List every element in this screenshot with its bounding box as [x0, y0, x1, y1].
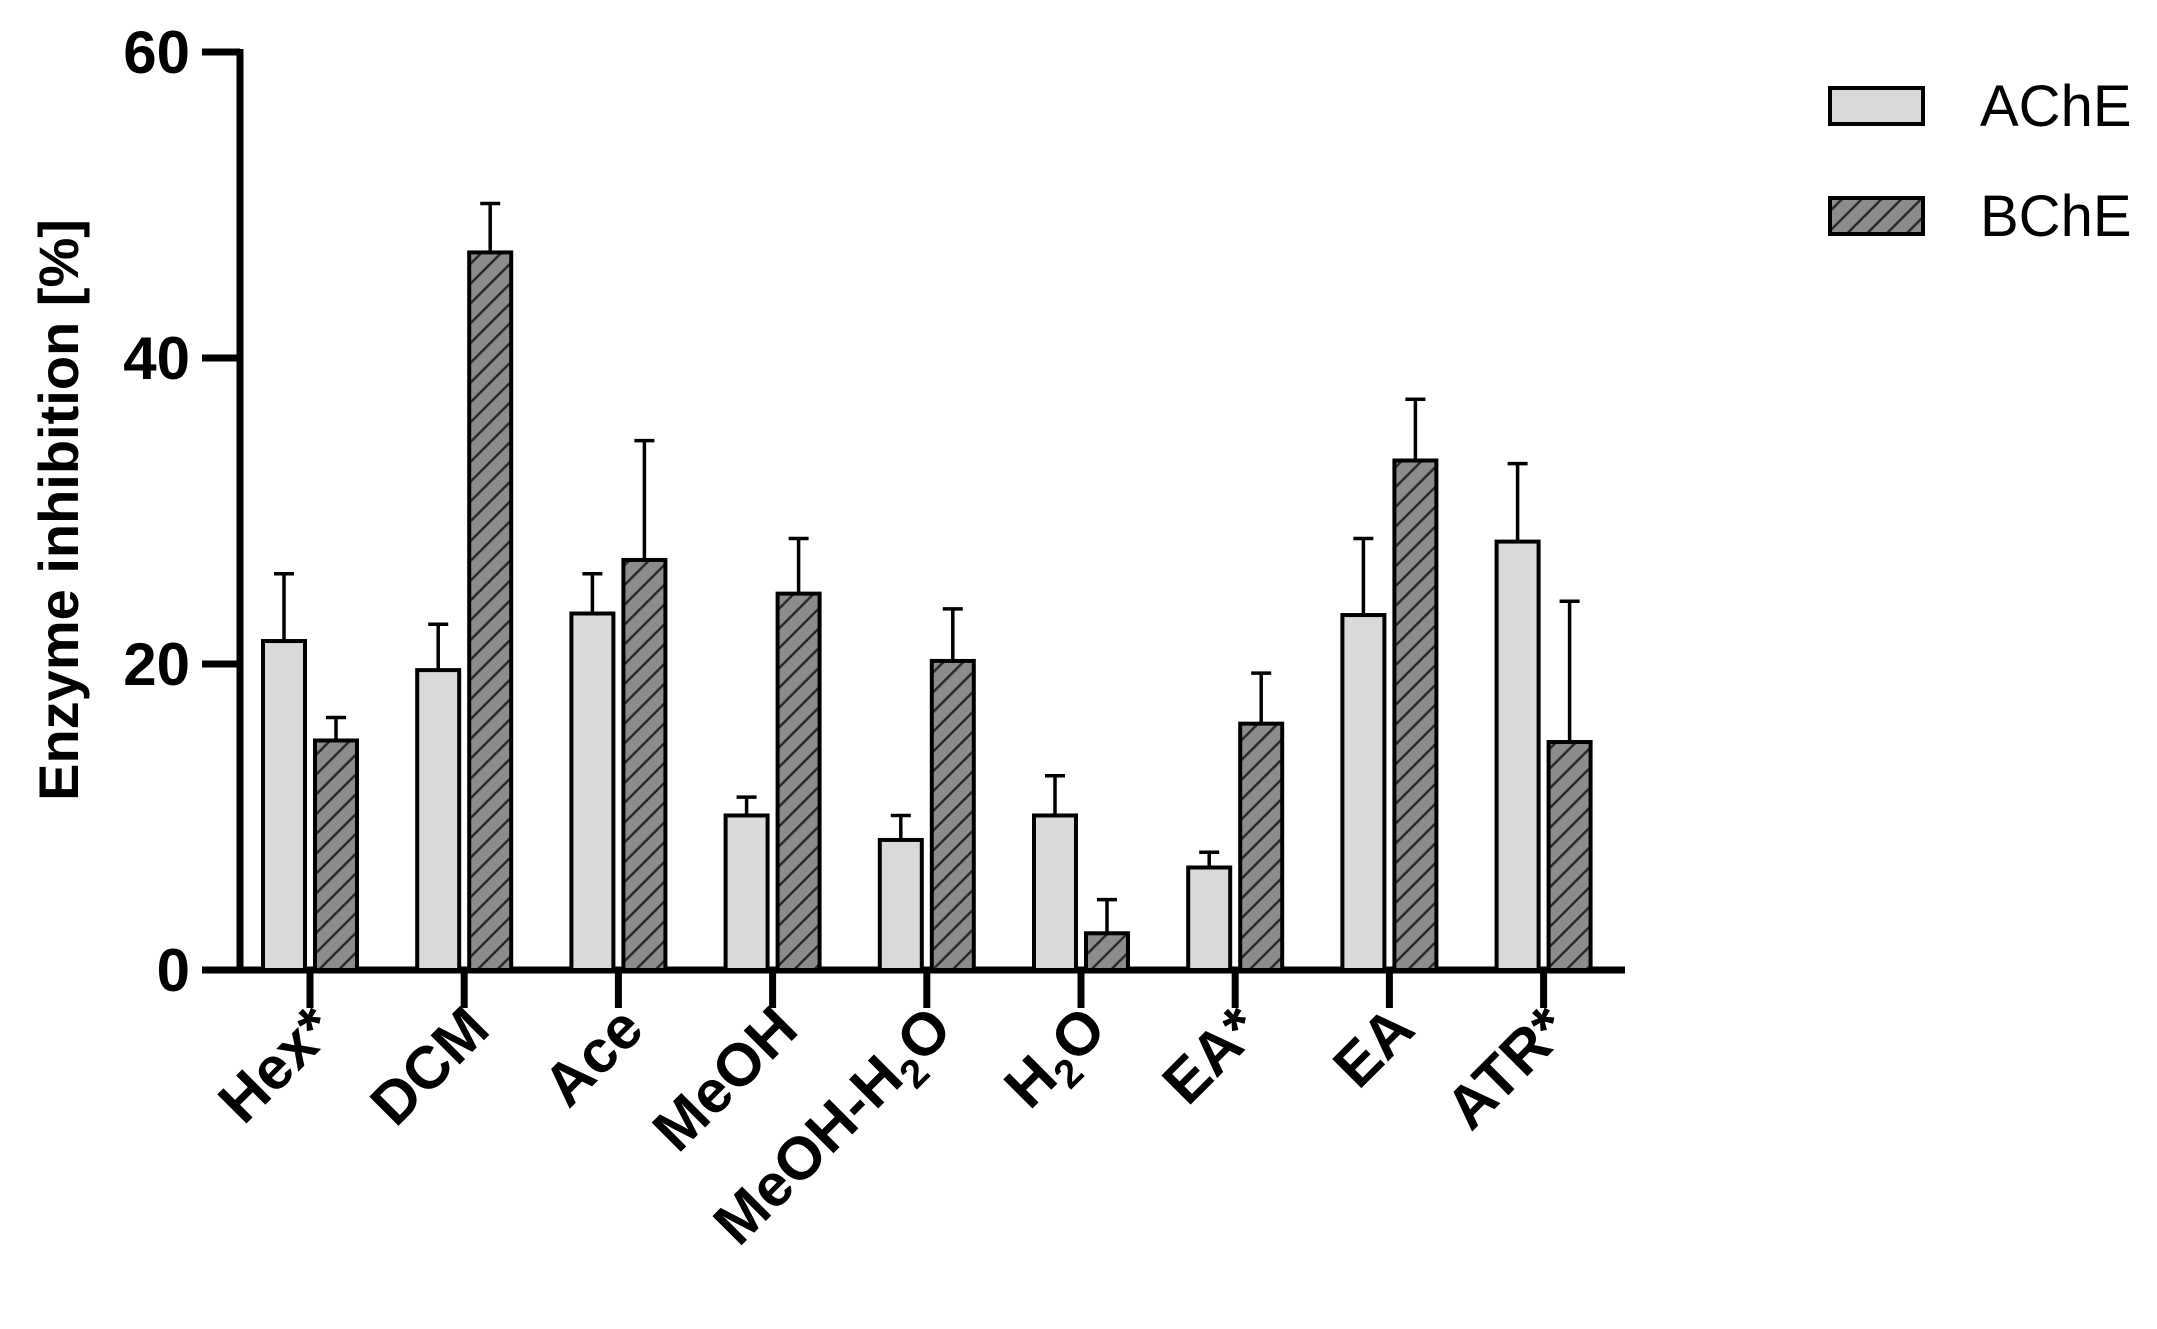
bar-ache [261, 639, 307, 972]
bar-ache [723, 813, 770, 972]
bar-ache [1032, 813, 1078, 972]
x-tick-label: Hex* [205, 993, 347, 1135]
y-tick-label: 20 [123, 631, 190, 698]
y-axis: 0 20 40 60 [123, 19, 244, 1004]
bar-ache [415, 668, 462, 972]
bar-ache [569, 611, 616, 972]
y-tick-label: 60 [123, 19, 190, 86]
x-tick-label: DCM [357, 994, 501, 1138]
bar-bche [467, 250, 514, 972]
x-tick-label: EA [1320, 994, 1426, 1100]
legend: AChE BChE [1828, 74, 2132, 249]
bar-ache [1186, 865, 1233, 972]
bar-bche [929, 658, 976, 972]
bar-ache [1494, 539, 1541, 972]
bar-bche [1546, 740, 1593, 973]
bar-ache [877, 837, 924, 973]
bar-bche [621, 557, 668, 973]
x-tick-label: ATR* [1433, 993, 1581, 1141]
bar-bche [313, 738, 359, 972]
y-axis-label: Enzyme inhibition [%] [27, 219, 90, 801]
y-tick-label: 0 [157, 937, 190, 1004]
y-tick-label: 40 [123, 325, 190, 392]
error-bars [274, 201, 1580, 934]
legend-swatch-ache [1828, 86, 1925, 126]
legend-label-bche: BChE [1980, 184, 2132, 249]
bars [261, 250, 1593, 973]
legend-label-ache: AChE [1980, 74, 2132, 139]
bar-bche [1084, 931, 1130, 973]
bar-bche [1238, 721, 1285, 972]
legend-swatch-bche [1828, 196, 1925, 236]
x-tick-label: H2O [991, 994, 1125, 1128]
bar-bche [1392, 458, 1439, 972]
bar-bche [775, 591, 822, 972]
x-tick-label: Ace [530, 994, 655, 1119]
bar-ache [1340, 613, 1387, 972]
x-tick-label: EA* [1150, 993, 1273, 1116]
